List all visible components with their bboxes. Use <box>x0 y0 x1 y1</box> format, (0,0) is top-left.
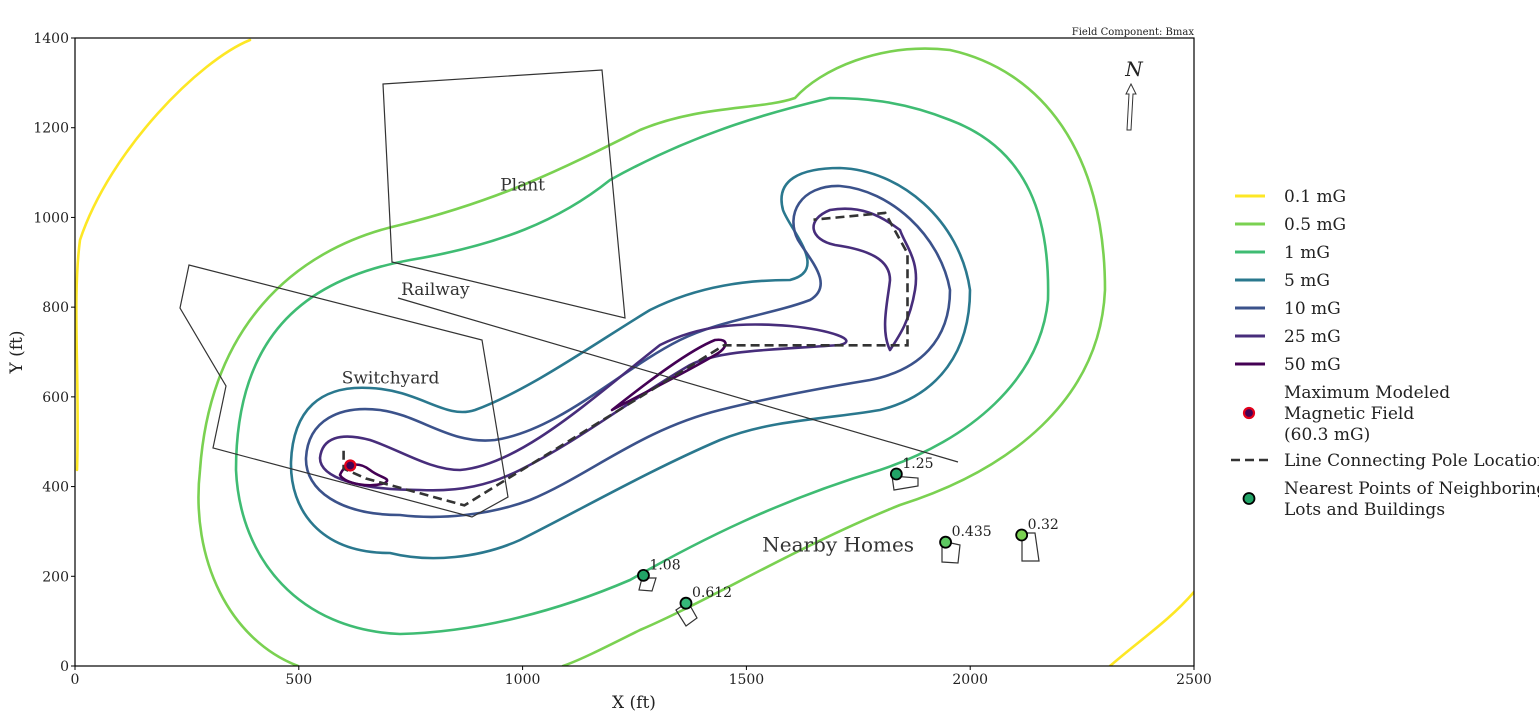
x-tick-label: 0 <box>71 672 80 688</box>
contour-0.5mG <box>197 47 1107 666</box>
switchyard-outline <box>179 264 509 518</box>
legend-label: 50 mG <box>1284 355 1341 375</box>
neighbor-point <box>889 467 903 481</box>
x-tick-label: 1000 <box>505 672 541 688</box>
home-outline-1 <box>891 475 919 491</box>
max-field-point <box>344 459 357 472</box>
neighbor-point <box>637 568 650 582</box>
legend-label: 25 mG <box>1284 327 1341 347</box>
home-outline-2 <box>638 577 657 592</box>
plot-frame <box>74 37 1195 667</box>
region-label: Railway <box>401 280 470 300</box>
y-tick-label: 200 <box>42 569 69 585</box>
y-tick-label: 1000 <box>33 210 69 226</box>
legend-label: Maximum Modeled Magnetic Field (60.3 mG) <box>1284 383 1450 445</box>
contour-50mG-mid <box>610 338 727 412</box>
pole-connecting-line <box>342 211 909 507</box>
contour-0.1mG-right <box>1108 590 1194 666</box>
north-arrow: N <box>1124 57 1144 131</box>
x-tick-label: 1500 <box>729 672 765 688</box>
neighbor-point-label: 0.32 <box>1028 517 1059 533</box>
region-label: Plant <box>500 176 545 196</box>
x-tick-label: 2500 <box>1176 672 1212 688</box>
y-tick-label: 0 <box>60 659 69 675</box>
contour-25mG <box>318 323 848 492</box>
region-labels: Plant Railway Switchyard Nearby Homes <box>342 176 914 557</box>
neighbor-point-label: 0.435 <box>952 524 992 540</box>
legend-label: 1 mG <box>1284 243 1330 263</box>
neighbor-point-label: 1.25 <box>902 456 933 472</box>
contour-lines <box>75 38 1194 666</box>
region-label: Nearby Homes <box>762 533 914 557</box>
pole-line-layer <box>342 211 909 507</box>
x-tick-label: 2000 <box>952 672 988 688</box>
y-axis-label: Y (ft) <box>7 330 27 374</box>
field-component-annotation: Field Component: Bmax <box>1072 27 1195 38</box>
north-label: N <box>1124 57 1144 81</box>
legend-label: 0.1 mG <box>1284 187 1346 207</box>
legend-label: 0.5 mG <box>1284 215 1346 235</box>
legend-swatch-point <box>1242 492 1256 505</box>
y-tick-label: 1400 <box>33 31 69 47</box>
max-point-layer <box>344 459 357 472</box>
contour-1mG <box>234 96 1050 636</box>
region-label: Switchyard <box>342 368 440 388</box>
neighbor-point <box>939 535 952 549</box>
x-tick-label: 500 <box>285 672 312 688</box>
neighbor-points-layer: 1.25 1.08 0.612 0.435 0.32 <box>637 456 1059 610</box>
legend-label: Line Connecting Pole Locations <box>1284 451 1539 471</box>
y-tick-label: 800 <box>42 300 69 316</box>
north-arrow-icon <box>1125 82 1137 131</box>
site-outlines <box>179 69 1040 627</box>
legend-label: Nearest Points of Neighboring Lots and Bu… <box>1284 479 1539 520</box>
neighbor-point <box>1015 528 1029 542</box>
home-outline-5 <box>1021 532 1040 562</box>
legend-swatch-max <box>1242 406 1256 420</box>
plant-outline <box>382 69 626 319</box>
y-tick-label: 600 <box>42 390 69 406</box>
x-axis-label: X (ft) <box>612 693 656 713</box>
y-tick-label: 1200 <box>33 121 69 137</box>
contour-5mG <box>289 166 972 560</box>
contour-25mG-east <box>812 207 918 352</box>
contour-0.1mG-left <box>75 38 252 472</box>
neighbor-point <box>679 596 693 610</box>
railway-line <box>397 297 959 463</box>
legend-label: 5 mG <box>1284 271 1330 291</box>
contour-10mG <box>304 184 952 519</box>
legend: 0.1 mG 0.5 mG 1 mG 5 mG 10 mG 25 mG 50 mG Maxim… <box>1231 187 1539 520</box>
y-tick-label: 400 <box>42 480 69 496</box>
neighbor-point-label: 1.08 <box>649 557 680 573</box>
legend-label: 10 mG <box>1284 299 1341 319</box>
home-outline-4 <box>941 540 961 564</box>
neighbor-point-label: 0.612 <box>692 585 732 601</box>
y-axis-ticks: 0 200 400 600 800 1000 1200 1400 <box>33 31 75 675</box>
x-axis-ticks: 0 500 1000 1500 2000 2500 <box>71 666 1212 688</box>
